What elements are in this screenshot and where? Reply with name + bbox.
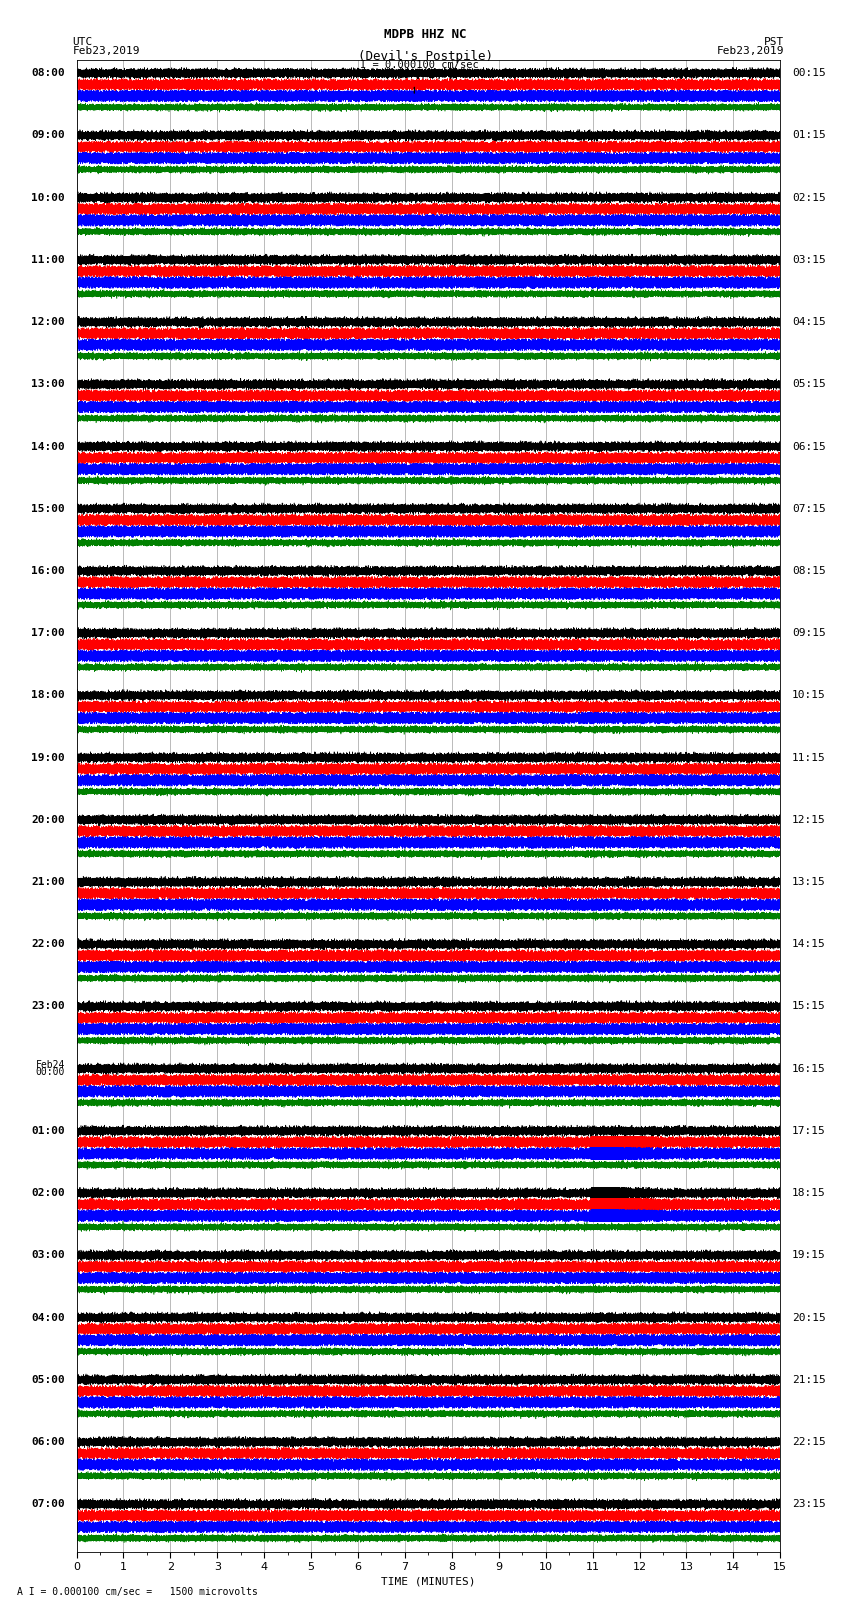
Text: 09:15: 09:15	[792, 627, 826, 639]
Text: 03:00: 03:00	[31, 1250, 65, 1260]
Text: 05:00: 05:00	[31, 1374, 65, 1386]
Text: 23:15: 23:15	[792, 1498, 826, 1510]
Text: I = 0.000100 cm/sec: I = 0.000100 cm/sec	[360, 60, 479, 69]
Text: 21:00: 21:00	[31, 877, 65, 887]
Text: 10:15: 10:15	[792, 690, 826, 700]
Text: 00:15: 00:15	[792, 68, 826, 79]
X-axis label: TIME (MINUTES): TIME (MINUTES)	[381, 1576, 476, 1586]
Text: 06:15: 06:15	[792, 442, 826, 452]
Text: 08:15: 08:15	[792, 566, 826, 576]
Text: 14:00: 14:00	[31, 442, 65, 452]
Text: Feb23,2019: Feb23,2019	[717, 45, 785, 56]
Text: 17:15: 17:15	[792, 1126, 826, 1136]
Text: 20:15: 20:15	[792, 1313, 826, 1323]
Text: 19:15: 19:15	[792, 1250, 826, 1260]
Text: 12:15: 12:15	[792, 815, 826, 824]
Text: 14:15: 14:15	[792, 939, 826, 950]
Text: 12:00: 12:00	[31, 318, 65, 327]
Text: Feb24: Feb24	[36, 1060, 65, 1071]
Text: 05:15: 05:15	[792, 379, 826, 389]
Text: 11:15: 11:15	[792, 753, 826, 763]
Text: 09:00: 09:00	[31, 131, 65, 140]
Text: 19:00: 19:00	[31, 753, 65, 763]
Text: 01:15: 01:15	[792, 131, 826, 140]
Text: 02:15: 02:15	[792, 192, 826, 203]
Text: 03:15: 03:15	[792, 255, 826, 265]
Text: 20:00: 20:00	[31, 815, 65, 824]
Text: 18:00: 18:00	[31, 690, 65, 700]
Text: 04:15: 04:15	[792, 318, 826, 327]
Text: 17:00: 17:00	[31, 627, 65, 639]
Text: 23:00: 23:00	[31, 1002, 65, 1011]
Text: Feb23,2019: Feb23,2019	[72, 45, 139, 56]
Text: 13:15: 13:15	[792, 877, 826, 887]
Text: 22:00: 22:00	[31, 939, 65, 950]
Text: 08:00: 08:00	[31, 68, 65, 79]
Text: 02:00: 02:00	[31, 1189, 65, 1198]
Text: (Devil's Postpile): (Devil's Postpile)	[358, 50, 492, 63]
Text: MDPB HHZ NC: MDPB HHZ NC	[383, 27, 467, 40]
Text: 22:15: 22:15	[792, 1437, 826, 1447]
Text: 15:15: 15:15	[792, 1002, 826, 1011]
Text: 10:00: 10:00	[31, 192, 65, 203]
Text: 04:00: 04:00	[31, 1313, 65, 1323]
Text: 11:00: 11:00	[31, 255, 65, 265]
Text: UTC: UTC	[72, 37, 93, 47]
Text: 16:15: 16:15	[792, 1063, 826, 1074]
Text: 18:15: 18:15	[792, 1189, 826, 1198]
Text: 13:00: 13:00	[31, 379, 65, 389]
Text: 07:15: 07:15	[792, 503, 826, 515]
Text: 15:00: 15:00	[31, 503, 65, 515]
Text: 01:00: 01:00	[31, 1126, 65, 1136]
Text: 00:00: 00:00	[36, 1068, 65, 1077]
Text: 21:15: 21:15	[792, 1374, 826, 1386]
Text: 06:00: 06:00	[31, 1437, 65, 1447]
Text: 07:00: 07:00	[31, 1498, 65, 1510]
Text: A I = 0.000100 cm/sec =   1500 microvolts: A I = 0.000100 cm/sec = 1500 microvolts	[17, 1587, 258, 1597]
Text: PST: PST	[764, 37, 785, 47]
Text: 16:00: 16:00	[31, 566, 65, 576]
